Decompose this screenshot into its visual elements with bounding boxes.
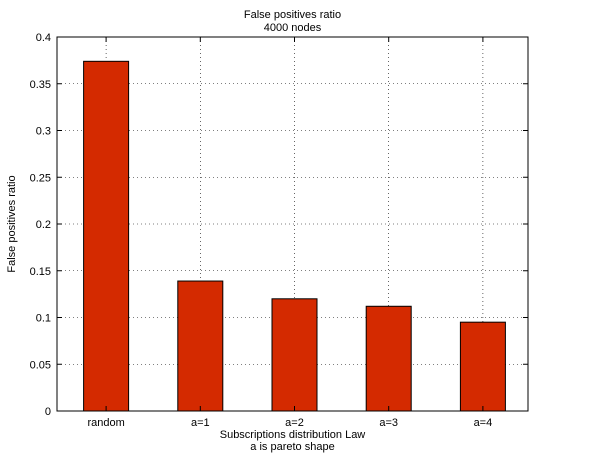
- tick-marks: [57, 36, 528, 412]
- bar-a=2: [271, 298, 318, 412]
- x-tick-label: a=2: [285, 417, 304, 429]
- x-axis-sublabel: a is pareto shape: [250, 441, 334, 453]
- y-tick-label: 0.2: [36, 219, 51, 231]
- y-tick-labels: 0 0.05 0.1 0.15 0.2 0.25 0.3 0.35 0.4: [30, 32, 51, 418]
- x-tick-label: a=4: [474, 417, 493, 429]
- x-tick-label: a=1: [191, 417, 210, 429]
- bar-a=1: [177, 280, 224, 412]
- y-tick-label: 0.1: [36, 313, 51, 325]
- bar-random: [83, 60, 130, 412]
- y-tick-label: 0.15: [30, 266, 51, 278]
- x-tick-label: a=3: [379, 417, 398, 429]
- y-tick-label: 0.25: [30, 172, 51, 184]
- x-tick-label: random: [87, 417, 124, 429]
- bar-a=3: [365, 305, 412, 412]
- y-tick-label: 0.3: [36, 126, 51, 138]
- bar-a=4: [459, 321, 506, 412]
- y-tick-label: 0.05: [30, 359, 51, 371]
- chart-subtitle: 4000 nodes: [264, 22, 322, 34]
- x-tick-labels: random a=1 a=2 a=3 a=4: [87, 417, 492, 429]
- bars: [83, 60, 506, 412]
- chart-title: False positives ratio: [244, 9, 341, 21]
- y-tick-label: 0: [45, 406, 51, 418]
- y-axis-label: False positives ratio: [6, 175, 18, 272]
- x-axis-label: Subscriptions distribution Law: [220, 429, 366, 441]
- y-tick-label: 0.4: [36, 32, 51, 44]
- y-tick-label: 0.35: [30, 79, 51, 91]
- grid-lines: [57, 37, 528, 411]
